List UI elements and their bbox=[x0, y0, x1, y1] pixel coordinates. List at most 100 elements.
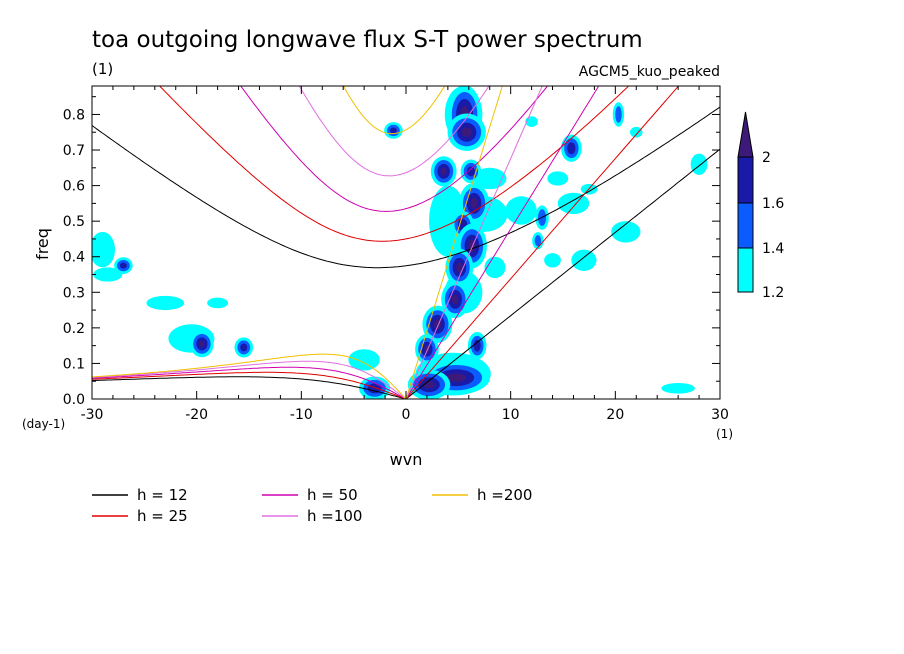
power-blob-3-level-2 bbox=[466, 166, 475, 177]
y-tick-label-1: 0.1 bbox=[63, 356, 85, 372]
x-tick-label-1: -20 bbox=[185, 407, 208, 423]
power-blob-21 bbox=[532, 232, 544, 250]
power-blob-2 bbox=[430, 156, 457, 187]
x-axis-label: wvn bbox=[390, 450, 423, 469]
power-blob-18 bbox=[384, 122, 403, 139]
legend-label-h200: h =200 bbox=[477, 486, 532, 504]
power-blob-1 bbox=[447, 113, 486, 151]
legend-item-h50: h = 50 bbox=[262, 486, 358, 504]
colorbar-label-1: 1.4 bbox=[762, 241, 784, 257]
kelvin-curve-h100 bbox=[405, 86, 543, 399]
cyan-patch-23 bbox=[484, 256, 506, 279]
cyan-patch-19 bbox=[544, 253, 561, 268]
power-blob-13 bbox=[407, 369, 451, 399]
curve-h12 bbox=[92, 106, 720, 399]
curve-h100 bbox=[92, 86, 543, 399]
colorbar-segment-0 bbox=[737, 247, 754, 293]
power-blob-16-level-2 bbox=[240, 343, 248, 352]
y-unit-label: (day-1) bbox=[22, 417, 65, 431]
power-blob-11 bbox=[467, 331, 487, 360]
power-blob-17-level-2 bbox=[119, 262, 127, 269]
legend-item-h100: h =100 bbox=[262, 507, 362, 525]
colorbar-segment-2 bbox=[737, 156, 754, 204]
cyan-patch-13 bbox=[557, 192, 590, 215]
power-blob-8-level-3 bbox=[451, 294, 459, 305]
chart-subtitle-right: AGCM5_kuo_peaked bbox=[579, 64, 720, 80]
kelvin-curve-h50 bbox=[405, 86, 600, 399]
legend-item-h12: h = 12 bbox=[92, 486, 188, 504]
power-blob-13-level-3 bbox=[423, 381, 435, 389]
x-unit-label: (1) bbox=[716, 427, 733, 441]
power-blob-12-level-3 bbox=[446, 373, 467, 382]
x-tick-label-0: -30 bbox=[81, 407, 104, 423]
power-blob-11-level-2 bbox=[473, 339, 481, 352]
kelvin-curve-h25 bbox=[405, 86, 680, 399]
colorbar-segment-1 bbox=[737, 202, 754, 249]
power-blob-18-level-2 bbox=[389, 127, 397, 134]
rossby-curve-h25 bbox=[92, 371, 407, 399]
power-blob-1-level-3 bbox=[461, 127, 472, 138]
axis-ticks: -30 -20 -10 0 10 20 30 0.0 0.1 0.2 0.3 0.4 0.5 0.6 0.7… bbox=[63, 86, 729, 423]
y-tick-label-4: 0.4 bbox=[63, 250, 85, 266]
legend-item-h200: h =200 bbox=[432, 486, 532, 504]
power-blob-2-level-3 bbox=[440, 167, 447, 175]
legend: h = 12 h = 25 h = 50 h =100 h =200 bbox=[92, 486, 532, 525]
cyan-patch-8 bbox=[146, 295, 185, 311]
rossby-curve-h100 bbox=[92, 360, 407, 399]
power-blob-22 bbox=[612, 102, 625, 127]
power-blob-8 bbox=[441, 280, 470, 319]
power-blob-21-level-1 bbox=[534, 235, 542, 247]
power-blob-17 bbox=[114, 257, 133, 274]
rossby-curve-h50 bbox=[92, 366, 407, 399]
power-blob-7 bbox=[445, 248, 474, 287]
cyan-patch-6 bbox=[92, 231, 116, 268]
power-blob-7-level-3 bbox=[456, 262, 463, 273]
ig-curve-h12 bbox=[92, 106, 720, 269]
x-tick-label-2: -10 bbox=[290, 407, 313, 423]
curve-h50 bbox=[92, 86, 600, 399]
colorbar-label-3: 2 bbox=[762, 150, 771, 166]
cyan-patch-20 bbox=[661, 382, 695, 394]
power-blob-15-level-3 bbox=[199, 340, 205, 347]
ig-curve-h25 bbox=[158, 86, 630, 242]
ig-curve-h50 bbox=[240, 86, 549, 212]
legend-item-h25: h = 25 bbox=[92, 507, 188, 525]
cyan-patch-0 bbox=[429, 185, 467, 257]
cyan-patch-12 bbox=[505, 196, 537, 225]
ig-curve-h100 bbox=[298, 86, 490, 177]
chart-subtitle-left: (1) bbox=[92, 60, 113, 78]
colorbar-arrow bbox=[737, 111, 754, 158]
power-blob-22-level-1 bbox=[615, 106, 622, 123]
ig-curve-h200 bbox=[343, 86, 446, 135]
power-blob-19-level-2 bbox=[567, 142, 576, 155]
y-tick-label-5: 0.5 bbox=[63, 214, 85, 230]
power-blob-16 bbox=[234, 337, 254, 358]
x-tick-label-6: 30 bbox=[711, 407, 729, 423]
colorbar-label-2: 1.6 bbox=[762, 196, 784, 212]
cyan-patch-17 bbox=[690, 153, 708, 175]
cyan-patch-16 bbox=[629, 126, 643, 138]
cyan-patch-18 bbox=[571, 249, 597, 271]
power-blob-15 bbox=[190, 330, 214, 358]
cyan-patch-14 bbox=[547, 171, 569, 186]
cyan-patch-9 bbox=[207, 297, 229, 309]
power-blob-4-level-3 bbox=[470, 197, 478, 209]
kelvin-curve-h200 bbox=[405, 86, 503, 399]
y-tick-label-6: 0.6 bbox=[63, 179, 85, 195]
x-tick-label-5: 20 bbox=[606, 407, 624, 423]
curve-h200 bbox=[92, 86, 503, 399]
dispersion-curves bbox=[92, 86, 720, 399]
cyan-patch-21 bbox=[611, 221, 641, 243]
cyan-patch-11 bbox=[348, 349, 380, 371]
x-tick-label-3: 0 bbox=[402, 407, 411, 423]
y-tick-label-2: 0.2 bbox=[63, 321, 85, 337]
legend-label-h12: h = 12 bbox=[137, 486, 188, 504]
power-blob-14-level-2 bbox=[367, 383, 382, 394]
legend-label-h100: h =100 bbox=[307, 507, 362, 525]
chart-title: toa outgoing longwave flux S-T power spe… bbox=[92, 27, 643, 53]
rossby-curve-h200 bbox=[92, 353, 407, 399]
cyan-patch-3 bbox=[472, 167, 507, 190]
legend-label-h25: h = 25 bbox=[137, 507, 188, 525]
power-blob-19 bbox=[561, 134, 582, 162]
